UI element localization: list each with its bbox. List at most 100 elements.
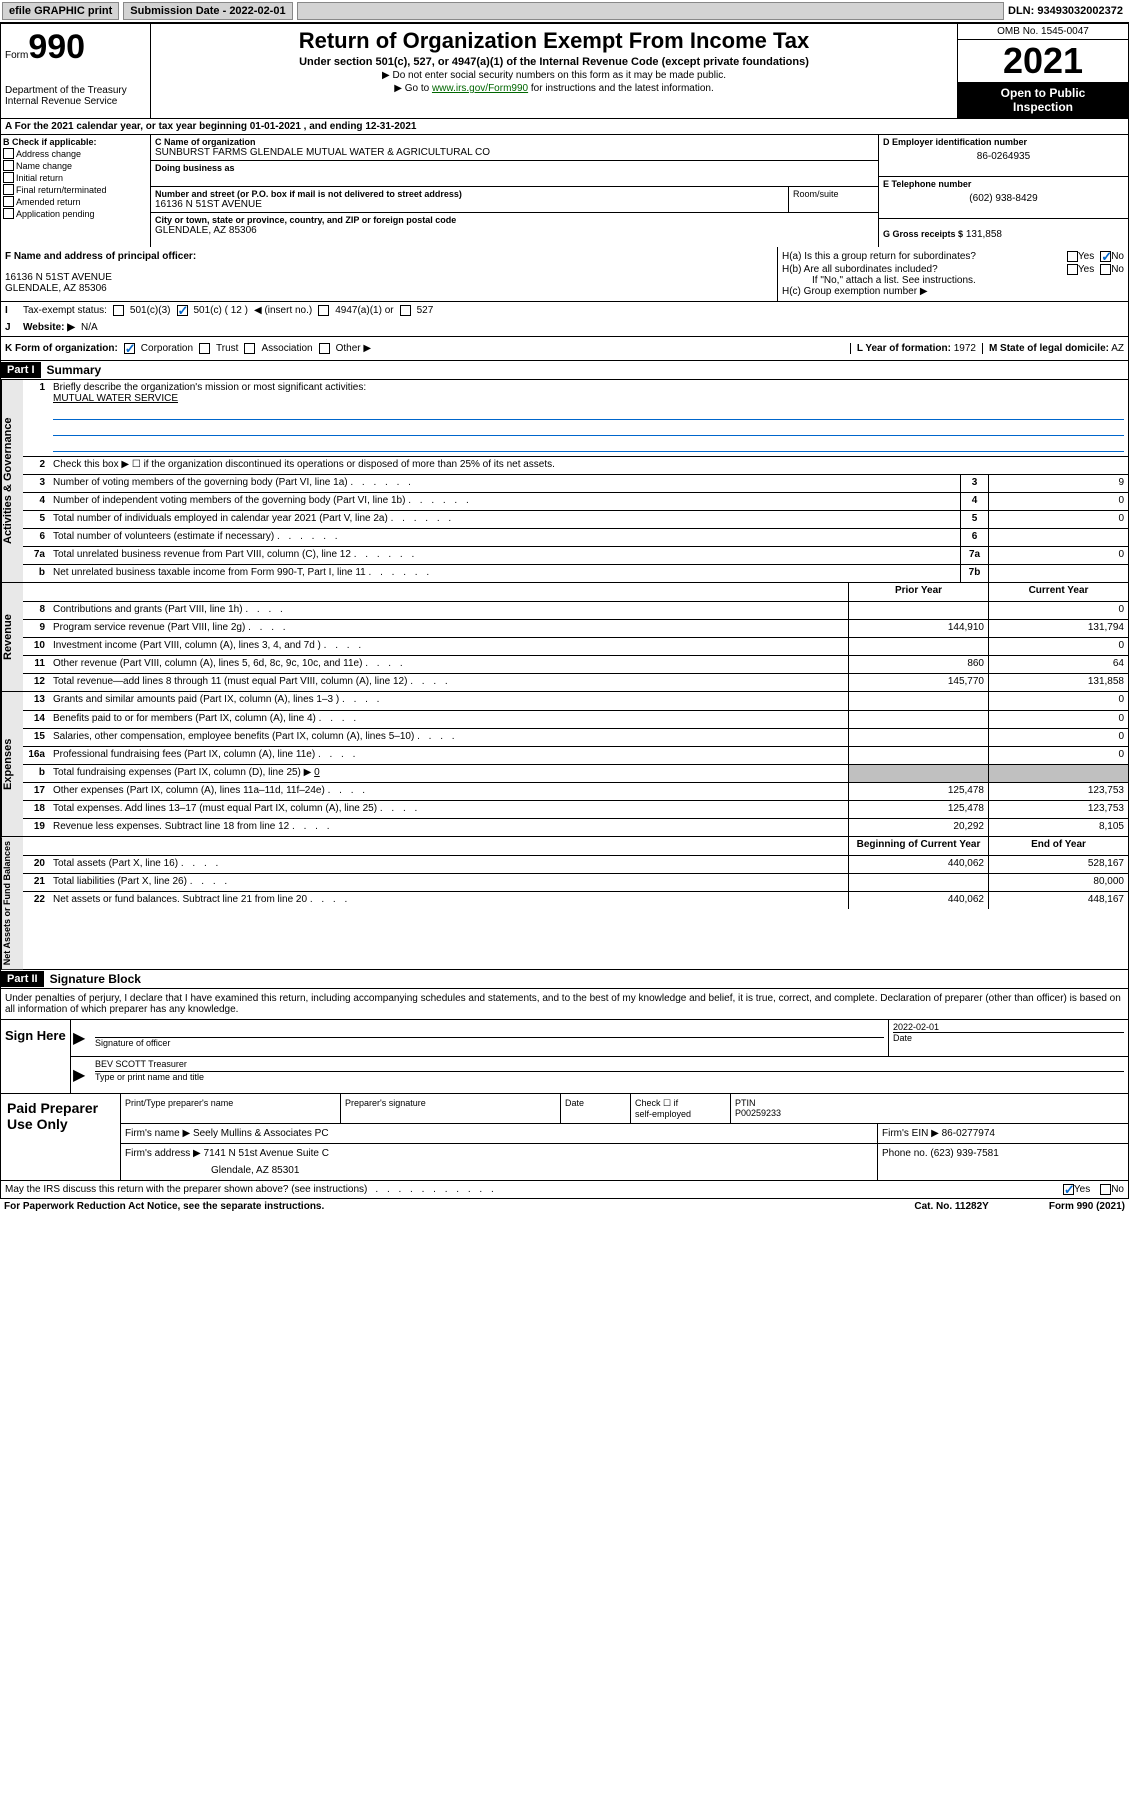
text: Total liabilities (Part X, line 26) . . … bbox=[49, 874, 848, 891]
firm-name-label: Firm's name ▶ bbox=[125, 1128, 190, 1139]
expenses-side-label: Expenses bbox=[1, 692, 23, 836]
checkbox-app-pending[interactable] bbox=[3, 208, 14, 219]
irs-link[interactable]: www.irs.gov/Form990 bbox=[432, 83, 528, 94]
box-deg: D Employer identification number 86-0264… bbox=[878, 135, 1128, 247]
form-year-block: OMB No. 1545-0047 2021 Open to Public In… bbox=[958, 24, 1128, 118]
checkbox-4947[interactable] bbox=[318, 305, 329, 316]
text: Professional fundraising fees (Part IX, … bbox=[49, 747, 848, 764]
col-prior-year: Prior Year bbox=[848, 583, 988, 601]
line-10: 10 Investment income (Part VIII, column … bbox=[23, 637, 1128, 655]
sig-officer-line[interactable] bbox=[95, 1022, 884, 1038]
part1-title: Summary bbox=[41, 361, 108, 379]
num: 15 bbox=[23, 729, 49, 746]
text: Investment income (Part VIII, column (A)… bbox=[49, 638, 848, 655]
discuss-text: May the IRS discuss this return with the… bbox=[5, 1184, 367, 1195]
checkbox-name-change[interactable] bbox=[3, 160, 14, 171]
line-15: 15 Salaries, other compensation, employe… bbox=[23, 728, 1128, 746]
label-501c3: 501(c)(3) bbox=[130, 305, 171, 316]
preparer-block: Paid Preparer Use Only Print/Type prepar… bbox=[1, 1093, 1128, 1180]
num: 18 bbox=[23, 801, 49, 818]
firm-ein-label: Firm's EIN ▶ bbox=[882, 1128, 939, 1139]
line-8: 8 Contributions and grants (Part VIII, l… bbox=[23, 601, 1128, 619]
line-21: 21 Total liabilities (Part X, line 26) .… bbox=[23, 873, 1128, 891]
num: 19 bbox=[23, 819, 49, 836]
note-prefix: ▶ Go to bbox=[394, 83, 432, 94]
firm-addr2: Glendale, AZ 85301 bbox=[125, 1159, 873, 1176]
line16b-text: Total fundraising expenses (Part IX, col… bbox=[53, 767, 311, 778]
checkbox-final-return[interactable] bbox=[3, 184, 14, 195]
checkbox-ha-yes[interactable] bbox=[1067, 251, 1078, 262]
label-527: 527 bbox=[417, 305, 434, 316]
label-city: City or town, state or province, country… bbox=[155, 215, 874, 225]
checkbox-discuss-yes[interactable] bbox=[1063, 1184, 1074, 1195]
box: 7a bbox=[960, 547, 988, 564]
checkbox-hb-yes[interactable] bbox=[1067, 264, 1078, 275]
prior: 145,770 bbox=[848, 674, 988, 691]
checkbox-501c[interactable] bbox=[177, 305, 188, 316]
current: 0 bbox=[988, 747, 1128, 764]
checkbox-501c3[interactable] bbox=[113, 305, 124, 316]
text: Benefits paid to or for members (Part IX… bbox=[49, 711, 848, 728]
checkbox-corp[interactable] bbox=[124, 343, 135, 354]
line-13: 13 Grants and similar amounts paid (Part… bbox=[23, 692, 1128, 710]
firm-addr-label: Firm's address ▶ bbox=[125, 1148, 201, 1159]
box: 6 bbox=[960, 529, 988, 546]
mission-blank-1 bbox=[53, 406, 1124, 420]
prep-h3: Date bbox=[561, 1094, 631, 1123]
current: 0 bbox=[988, 638, 1128, 655]
gov-line-b: b Net unrelated business taxable income … bbox=[23, 564, 1128, 582]
firm-addr1: 7141 N 51st Avenue Suite C bbox=[204, 1148, 329, 1159]
box-b-header: B Check if applicable: bbox=[3, 137, 148, 147]
prep-h5: PTIN bbox=[735, 1098, 1124, 1108]
checkbox-527[interactable] bbox=[400, 305, 411, 316]
value-city: GLENDALE, AZ 85306 bbox=[155, 225, 874, 236]
num: 14 bbox=[23, 711, 49, 728]
checkbox-amended[interactable] bbox=[3, 196, 14, 207]
text: Total number of volunteers (estimate if … bbox=[49, 529, 960, 546]
paperwork-notice: For Paperwork Reduction Act Notice, see … bbox=[4, 1201, 324, 1212]
checkbox-trust[interactable] bbox=[199, 343, 210, 354]
efile-print-button[interactable]: efile GRAPHIC print bbox=[2, 2, 119, 20]
text: Total number of individuals employed in … bbox=[49, 511, 960, 528]
sig-name-value: BEV SCOTT Treasurer bbox=[95, 1059, 1124, 1072]
label-no2: No bbox=[1111, 264, 1124, 275]
current: 0 bbox=[988, 729, 1128, 746]
checkbox-hb-no[interactable] bbox=[1100, 264, 1111, 275]
checkbox-assoc[interactable] bbox=[244, 343, 255, 354]
current: 0 bbox=[988, 602, 1128, 619]
text: Revenue less expenses. Subtract line 18 … bbox=[49, 819, 848, 836]
checkbox-ha-no[interactable] bbox=[1100, 251, 1111, 262]
label-phone: E Telephone number bbox=[883, 179, 1124, 189]
text: Total revenue—add lines 8 through 11 (mu… bbox=[49, 674, 848, 691]
current: 8,105 bbox=[988, 819, 1128, 836]
phone-value: (623) 939-7581 bbox=[930, 1148, 998, 1159]
submission-date-label: Submission Date - 2022-02-01 bbox=[123, 2, 292, 20]
checkbox-initial-return[interactable] bbox=[3, 172, 14, 183]
sign-here-label: Sign Here bbox=[1, 1020, 71, 1093]
phone-label: Phone no. bbox=[882, 1148, 928, 1159]
mission-blank-2 bbox=[53, 422, 1124, 436]
checkbox-other[interactable] bbox=[319, 343, 330, 354]
current: 448,167 bbox=[988, 892, 1128, 909]
prior: 860 bbox=[848, 656, 988, 673]
num: 5 bbox=[23, 511, 49, 528]
inspection-line1: Open to Public bbox=[962, 86, 1124, 100]
line2-text: Check this box ▶ ☐ if the organization d… bbox=[49, 457, 1128, 474]
gov-line-3: 3 Number of voting members of the govern… bbox=[23, 474, 1128, 492]
current: 0 bbox=[988, 711, 1128, 728]
line-9: 9 Program service revenue (Part VIII, li… bbox=[23, 619, 1128, 637]
revenue-section: Revenue Prior Year Current Year 8 Contri… bbox=[0, 583, 1129, 692]
checkbox-discuss-no[interactable] bbox=[1100, 1184, 1111, 1195]
value-ein: 86-0264935 bbox=[883, 147, 1124, 162]
label-yes: Yes bbox=[1078, 251, 1094, 262]
part2-badge: Part II bbox=[1, 971, 44, 987]
prior bbox=[848, 692, 988, 710]
num: 8 bbox=[23, 602, 49, 619]
label-street: Number and street (or P.O. box if mail i… bbox=[155, 189, 784, 199]
form-footer: Form 990 (2021) bbox=[1049, 1201, 1125, 1212]
checkbox-address-change[interactable] bbox=[3, 148, 14, 159]
inspection-line2: Inspection bbox=[962, 100, 1124, 114]
prior bbox=[848, 747, 988, 764]
label-4947: 4947(a)(1) or bbox=[335, 305, 393, 316]
part2-title: Signature Block bbox=[44, 970, 147, 988]
